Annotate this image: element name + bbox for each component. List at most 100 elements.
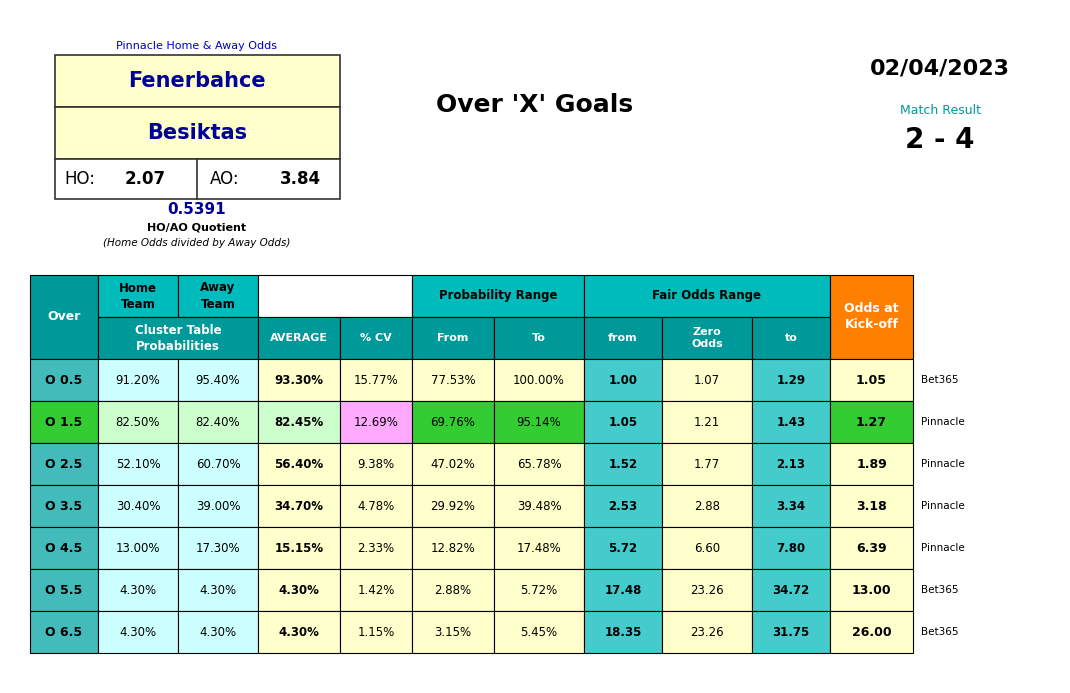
Text: 15.77%: 15.77% xyxy=(353,374,398,387)
Bar xyxy=(98,611,178,653)
Text: Bet365: Bet365 xyxy=(921,585,959,595)
Bar xyxy=(662,443,752,485)
Bar xyxy=(178,485,258,527)
Bar xyxy=(258,527,340,569)
Text: 82.45%: 82.45% xyxy=(274,416,323,428)
Text: % CV: % CV xyxy=(361,333,392,343)
Bar xyxy=(178,569,258,611)
Bar xyxy=(830,527,913,569)
Text: 1.15%: 1.15% xyxy=(357,626,395,638)
Bar xyxy=(178,275,258,317)
Text: 3.18: 3.18 xyxy=(856,500,887,513)
Bar xyxy=(494,527,584,569)
Bar xyxy=(662,527,752,569)
Text: 39.00%: 39.00% xyxy=(196,500,241,513)
Text: Pinnacle: Pinnacle xyxy=(921,459,965,469)
Bar xyxy=(178,443,258,485)
Text: 17.48: 17.48 xyxy=(605,584,642,597)
Bar xyxy=(494,569,584,611)
Text: 34.72: 34.72 xyxy=(773,584,810,597)
Text: 3.15%: 3.15% xyxy=(434,626,472,638)
Text: 1.43: 1.43 xyxy=(777,416,806,428)
Text: Away
Team: Away Team xyxy=(200,281,235,310)
Bar xyxy=(494,485,584,527)
Text: AO:: AO: xyxy=(210,170,240,188)
Text: 2.07: 2.07 xyxy=(124,170,166,188)
Text: 6.60: 6.60 xyxy=(694,541,720,554)
Bar xyxy=(55,107,340,159)
Text: 82.40%: 82.40% xyxy=(196,416,241,428)
Bar xyxy=(752,611,830,653)
Text: 3.84: 3.84 xyxy=(279,170,321,188)
Text: 29.92%: 29.92% xyxy=(430,500,475,513)
Text: 13.00: 13.00 xyxy=(852,584,891,597)
Bar xyxy=(178,401,258,443)
Bar xyxy=(98,569,178,611)
Text: 7.80: 7.80 xyxy=(777,541,806,554)
Text: 2.13: 2.13 xyxy=(777,457,806,471)
Text: 5.72: 5.72 xyxy=(609,541,638,554)
Text: Fenerbahce: Fenerbahce xyxy=(128,71,265,91)
Bar xyxy=(30,527,98,569)
Text: Besiktas: Besiktas xyxy=(147,123,247,143)
Bar xyxy=(412,527,494,569)
Text: from: from xyxy=(608,333,638,343)
Bar xyxy=(830,401,913,443)
Bar xyxy=(98,443,178,485)
Text: 4.30%: 4.30% xyxy=(278,584,320,597)
Text: O 6.5: O 6.5 xyxy=(45,626,82,638)
Bar xyxy=(258,275,412,317)
Text: Over: Over xyxy=(47,310,80,324)
Text: O 0.5: O 0.5 xyxy=(45,374,82,387)
Bar xyxy=(662,611,752,653)
Text: 1.07: 1.07 xyxy=(694,374,720,387)
Bar xyxy=(258,569,340,611)
Bar xyxy=(412,443,494,485)
Text: 56.40%: 56.40% xyxy=(274,457,323,471)
Text: 2.53: 2.53 xyxy=(609,500,638,513)
Bar xyxy=(258,317,340,359)
Text: 39.48%: 39.48% xyxy=(517,500,562,513)
Bar xyxy=(494,317,584,359)
Text: 95.14%: 95.14% xyxy=(517,416,562,428)
Bar xyxy=(752,317,830,359)
Text: 23.26: 23.26 xyxy=(690,626,723,638)
Text: 1.89: 1.89 xyxy=(856,457,887,471)
Text: Pinnacle: Pinnacle xyxy=(921,543,965,553)
Bar xyxy=(494,359,584,401)
Text: to: to xyxy=(784,333,797,343)
Bar xyxy=(662,401,752,443)
Bar xyxy=(340,317,412,359)
Text: Pinnacle: Pinnacle xyxy=(921,417,965,427)
Text: 1.42%: 1.42% xyxy=(357,584,395,597)
Bar xyxy=(584,401,662,443)
Text: 13.00%: 13.00% xyxy=(116,541,160,554)
Text: 77.53%: 77.53% xyxy=(431,374,475,387)
Text: To: To xyxy=(532,333,546,343)
Bar xyxy=(662,569,752,611)
Text: Probability Range: Probability Range xyxy=(439,290,557,303)
Bar xyxy=(412,485,494,527)
Bar xyxy=(752,443,830,485)
Text: Zero
Odds: Zero Odds xyxy=(691,327,723,349)
Bar xyxy=(830,611,913,653)
Bar xyxy=(584,611,662,653)
Text: 18.35: 18.35 xyxy=(605,626,642,638)
Bar xyxy=(752,527,830,569)
Text: 82.50%: 82.50% xyxy=(116,416,160,428)
Text: 26.00: 26.00 xyxy=(852,626,891,638)
Text: Match Result: Match Result xyxy=(900,103,980,116)
Text: 100.00%: 100.00% xyxy=(513,374,565,387)
Bar xyxy=(340,443,412,485)
Bar xyxy=(584,359,662,401)
Bar xyxy=(258,611,340,653)
Bar xyxy=(340,611,412,653)
Bar xyxy=(30,401,98,443)
Text: 2.33%: 2.33% xyxy=(357,541,395,554)
Text: Bet365: Bet365 xyxy=(921,375,959,385)
Bar xyxy=(258,485,340,527)
Bar xyxy=(258,443,340,485)
Text: 95.40%: 95.40% xyxy=(196,374,241,387)
Bar xyxy=(752,359,830,401)
Bar xyxy=(830,569,913,611)
